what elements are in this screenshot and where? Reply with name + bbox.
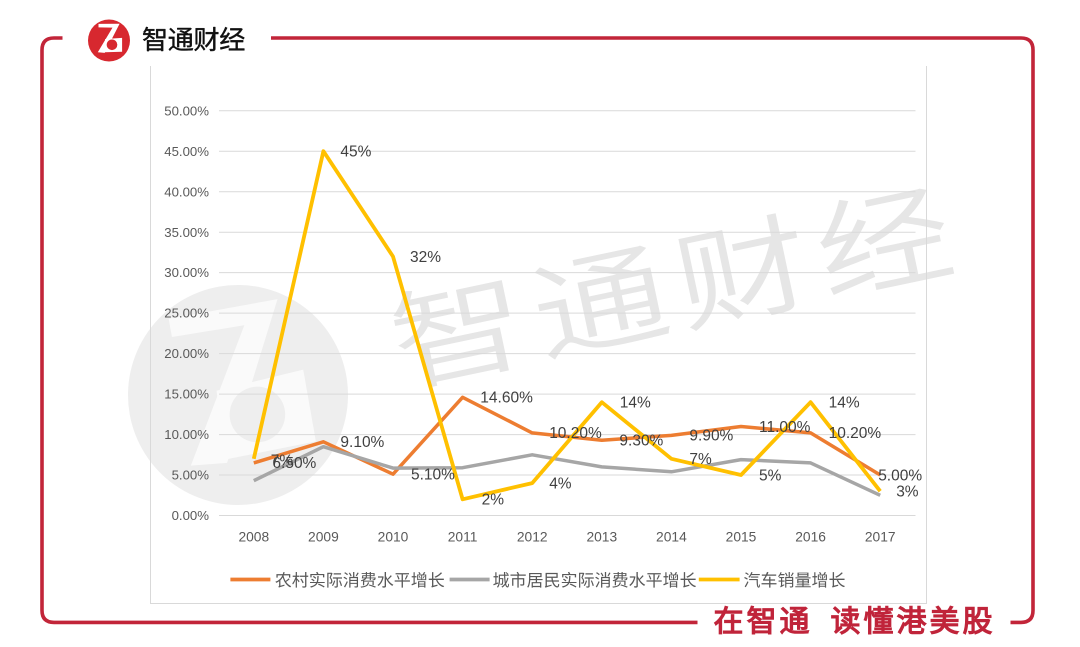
svg-text:45.00%: 45.00%: [164, 144, 209, 159]
svg-text:10.00%: 10.00%: [164, 427, 209, 442]
svg-text:2012: 2012: [517, 530, 548, 545]
svg-text:11.00%: 11.00%: [759, 419, 811, 436]
svg-text:9.10%: 9.10%: [340, 434, 384, 451]
svg-text:5%: 5%: [759, 467, 782, 484]
svg-text:30.00%: 30.00%: [164, 265, 209, 280]
svg-text:6.50%: 6.50%: [272, 455, 316, 472]
svg-text:32%: 32%: [410, 249, 441, 266]
svg-text:2009: 2009: [308, 530, 339, 545]
svg-text:2015: 2015: [726, 530, 757, 545]
svg-text:10.20%: 10.20%: [829, 425, 882, 442]
svg-text:2011: 2011: [448, 530, 478, 545]
svg-text:14%: 14%: [829, 395, 860, 412]
svg-text:10.20%: 10.20%: [549, 425, 602, 442]
svg-text:2017: 2017: [865, 530, 896, 545]
svg-text:14%: 14%: [620, 395, 651, 412]
svg-text:3%: 3%: [896, 484, 919, 501]
svg-text:14.60%: 14.60%: [480, 390, 533, 407]
svg-text:35.00%: 35.00%: [164, 225, 209, 240]
svg-text:5.00%: 5.00%: [172, 468, 210, 483]
svg-text:2008: 2008: [238, 530, 269, 545]
svg-text:50.00%: 50.00%: [164, 103, 209, 118]
svg-text:2014: 2014: [656, 530, 687, 545]
svg-text:9.30%: 9.30%: [619, 433, 663, 450]
svg-text:20.00%: 20.00%: [164, 346, 209, 361]
svg-text:5.10%: 5.10%: [411, 467, 455, 484]
svg-text:7%: 7%: [689, 451, 712, 468]
svg-text:7%: 7%: [271, 453, 294, 470]
svg-text:40.00%: 40.00%: [164, 184, 209, 199]
svg-text:2013: 2013: [586, 530, 617, 545]
svg-text:2010: 2010: [378, 530, 409, 545]
svg-text:45%: 45%: [340, 144, 371, 161]
svg-text:4%: 4%: [549, 475, 572, 492]
svg-text:5.00%: 5.00%: [878, 467, 922, 484]
svg-text:2016: 2016: [795, 530, 826, 545]
svg-text:15.00%: 15.00%: [164, 387, 209, 402]
svg-text:0.00%: 0.00%: [172, 508, 210, 523]
svg-text:25.00%: 25.00%: [164, 306, 209, 321]
svg-text:2%: 2%: [482, 492, 505, 509]
svg-text:9.90%: 9.90%: [689, 428, 733, 445]
